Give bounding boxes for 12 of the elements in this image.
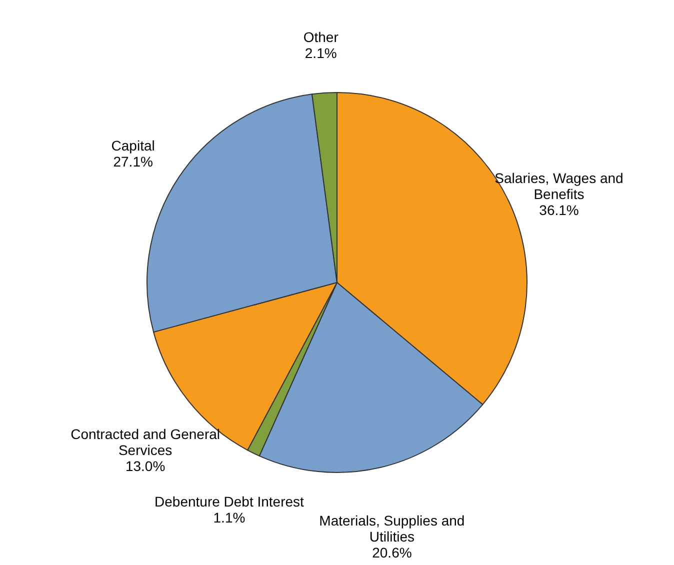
data-label: 27.1% (113, 154, 153, 170)
data-label: 2.1% (304, 45, 337, 62)
data-label: 1.1% (213, 510, 246, 526)
data-label: 13.0% (125, 458, 166, 474)
slice-label: Other (303, 29, 339, 46)
slice-label: Materials, Supplies and Utilities (319, 512, 465, 544)
data-label: 20.6% (372, 544, 412, 560)
slice-label: Contracted and General Services (70, 426, 220, 458)
data-label: 36.1% (539, 202, 579, 218)
slice-label: Salaries, Wages and Benefits (494, 170, 624, 202)
slice-label: Capital (111, 138, 155, 154)
slice-label: Debenture Debt Interest (154, 494, 304, 510)
